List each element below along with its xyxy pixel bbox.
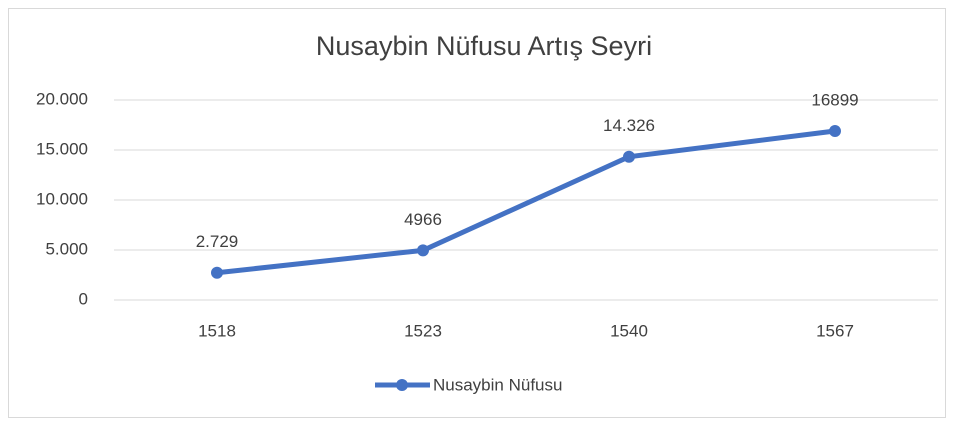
y-tick-label: 5.000: [45, 239, 88, 258]
y-tick-label: 0: [79, 289, 88, 308]
y-tick-label: 20.000: [36, 89, 88, 108]
x-tick-label: 1518: [198, 321, 236, 340]
y-tick-label: 10.000: [36, 189, 88, 208]
series-line: [214, 128, 838, 276]
data-point: [211, 266, 223, 279]
data-label: 4966: [404, 210, 442, 229]
x-tick-label: 1540: [610, 321, 648, 340]
chart-border: [8, 8, 946, 418]
data-point: [829, 125, 841, 138]
data-point: [623, 150, 635, 163]
x-tick-label: 1523: [404, 321, 442, 340]
x-tick-label: 1567: [816, 321, 854, 340]
data-label: 16899: [811, 90, 858, 109]
legend-marker: [396, 379, 408, 391]
chart-title: Nusaybin Nüfusu Artış Seyri: [316, 31, 652, 61]
data-point: [417, 244, 429, 257]
data-label: 2.729: [196, 232, 239, 251]
legend-label: Nusaybin Nüfusu: [433, 375, 562, 394]
data-label: 14.326: [603, 116, 655, 135]
y-tick-label: 15.000: [36, 139, 88, 158]
